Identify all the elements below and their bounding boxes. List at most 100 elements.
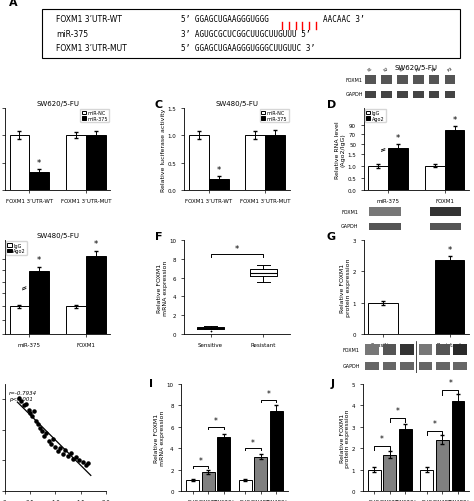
Point <box>15 394 23 402</box>
Text: *: * <box>199 456 202 465</box>
Bar <box>186 480 199 491</box>
Text: *: * <box>396 406 400 415</box>
Title: SW620/5-FU: SW620/5-FU <box>395 65 438 71</box>
Text: A: A <box>9 0 18 8</box>
Bar <box>435 261 465 335</box>
Text: 5’ GGAGCUGAAGGGUGGG: 5’ GGAGCUGAAGGGUGGG <box>181 15 269 24</box>
Bar <box>368 469 381 491</box>
Point <box>25 406 32 414</box>
Point <box>47 440 55 448</box>
Point <box>50 435 57 443</box>
Bar <box>189 136 209 191</box>
Bar <box>420 469 433 491</box>
Point <box>30 408 38 416</box>
Text: *: * <box>396 134 400 143</box>
Point <box>26 409 34 417</box>
Text: *: * <box>37 158 41 167</box>
Point <box>20 401 28 409</box>
Y-axis label: Relative FOXM1
mRNA expression: Relative FOXM1 mRNA expression <box>155 410 165 465</box>
Text: *: * <box>214 416 218 425</box>
Y-axis label: Relative FOXM1
mRNA expression: Relative FOXM1 mRNA expression <box>157 260 168 315</box>
Point <box>40 432 48 440</box>
Point <box>38 427 46 435</box>
Point <box>67 449 74 457</box>
Legend: miR-NC, miR-375: miR-NC, miR-375 <box>80 109 109 123</box>
Point <box>52 443 59 451</box>
Bar <box>9 307 29 335</box>
Bar <box>255 457 267 491</box>
Bar <box>399 429 412 491</box>
Point <box>34 420 41 428</box>
Point <box>36 424 44 432</box>
Point <box>28 412 36 420</box>
Point <box>43 429 50 437</box>
Text: *: * <box>217 166 221 175</box>
Y-axis label: Relative RNA level
(Ago2/IgG): Relative RNA level (Ago2/IgG) <box>335 121 346 178</box>
Text: *: * <box>235 245 239 254</box>
Point <box>69 455 77 463</box>
Point <box>75 456 83 464</box>
Bar <box>29 173 49 191</box>
Bar <box>368 166 388 191</box>
Bar <box>436 440 449 491</box>
Text: *: * <box>447 245 452 255</box>
Text: F: F <box>155 231 162 241</box>
Bar <box>202 472 215 491</box>
Point <box>82 461 90 469</box>
Text: I: I <box>149 378 154 388</box>
Point <box>80 458 87 466</box>
Y-axis label: Relative FOXM1
protein expression: Relative FOXM1 protein expression <box>340 408 350 467</box>
Text: D: D <box>327 100 336 110</box>
Text: 3’ AGUGCGCUCGGCUUGCUUGUUU 5’: 3’ AGUGCGCUCGGCUUGCUUGUUU 5’ <box>181 30 311 39</box>
Point <box>59 450 67 458</box>
Point <box>56 444 64 452</box>
Text: r=-0.7934
p<0.001: r=-0.7934 p<0.001 <box>9 390 37 401</box>
Bar <box>9 136 29 191</box>
Bar <box>445 131 465 191</box>
Text: 5’ GGAGCUGAAGGGUGGGCUUGUUC 3’: 5’ GGAGCUGAAGGGUGGGCUUGUUC 3’ <box>181 45 315 53</box>
Bar <box>270 411 283 491</box>
Text: C: C <box>155 100 163 110</box>
Bar <box>388 148 408 191</box>
Text: *: * <box>267 390 271 399</box>
Title: SW480/5-FU: SW480/5-FU <box>36 233 79 239</box>
Text: *: * <box>93 240 98 249</box>
Bar <box>425 166 445 191</box>
Text: *: * <box>433 419 437 428</box>
Point <box>54 447 62 455</box>
Point <box>62 446 69 454</box>
Text: FOXM1 3’UTR-WT: FOXM1 3’UTR-WT <box>56 15 122 24</box>
Bar <box>246 136 265 191</box>
Point <box>17 397 25 405</box>
Title: SW480/5-FU: SW480/5-FU <box>216 101 258 107</box>
Legend: IgG, Ago2: IgG, Ago2 <box>365 109 386 123</box>
Bar <box>383 455 396 491</box>
Y-axis label: Relative FOXM1
protein expression: Relative FOXM1 protein expression <box>340 259 351 317</box>
Text: *: * <box>380 434 384 443</box>
Text: FOXM1 3’UTR-MUT: FOXM1 3’UTR-MUT <box>56 45 127 53</box>
Text: *: * <box>37 256 41 265</box>
Bar <box>66 307 86 335</box>
Bar <box>209 179 228 191</box>
Title: SW620/5-FU: SW620/5-FU <box>36 101 79 107</box>
Text: *: * <box>251 438 255 447</box>
Point <box>22 400 30 408</box>
Y-axis label: Relative luciferase activity: Relative luciferase activity <box>162 108 166 191</box>
Text: *: * <box>453 115 457 124</box>
Point <box>72 453 80 461</box>
Legend: miR-NC, miR-375: miR-NC, miR-375 <box>260 109 289 123</box>
Point <box>84 459 92 467</box>
Bar <box>239 480 252 491</box>
Legend: IgG, Ago2: IgG, Ago2 <box>6 241 27 255</box>
Bar <box>29 271 49 335</box>
Bar <box>452 401 465 491</box>
Bar <box>218 437 230 491</box>
Bar <box>66 136 86 191</box>
Text: G: G <box>327 231 336 241</box>
Bar <box>86 136 106 191</box>
Text: J: J <box>331 378 335 388</box>
Text: AACAAC 3’: AACAAC 3’ <box>323 15 365 24</box>
Text: miR-375: miR-375 <box>56 30 88 39</box>
Point <box>32 417 40 425</box>
Point <box>45 437 53 445</box>
